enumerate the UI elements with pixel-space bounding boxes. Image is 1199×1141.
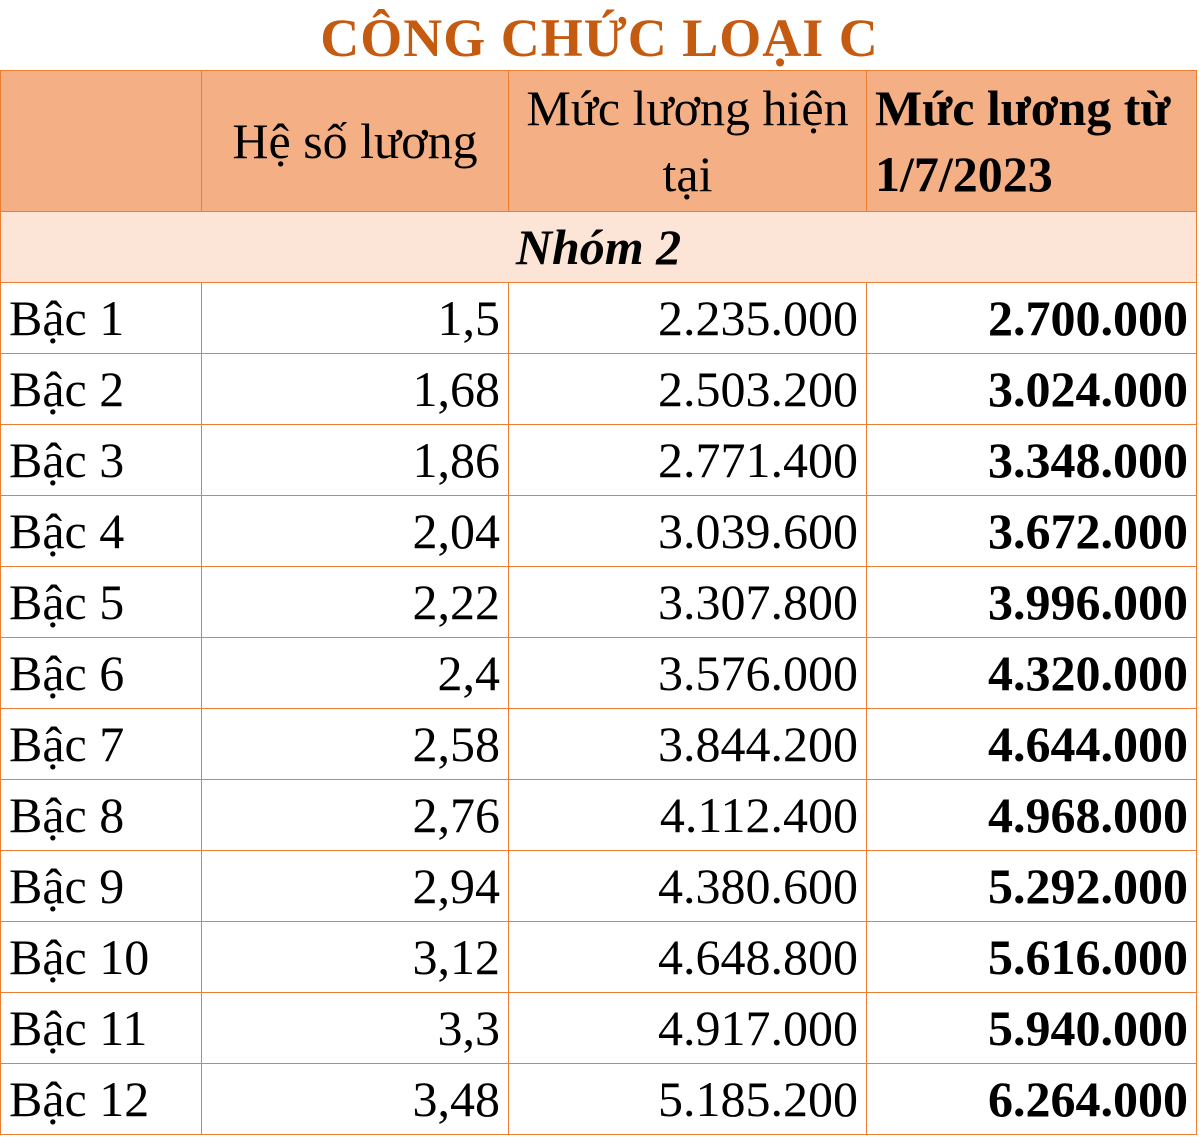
- new-salary-cell: 3.996.000: [866, 566, 1197, 638]
- table-row: Bậc 10 3,12 4.648.800 5.616.000: [0, 921, 1197, 993]
- new-salary-cell: 2.700.000: [866, 282, 1197, 354]
- table-row: Bậc 9 2,94 4.380.600 5.292.000: [0, 850, 1197, 922]
- new-salary-cell: 4.968.000: [866, 779, 1197, 851]
- level-cell: Bậc 12: [0, 1063, 202, 1135]
- level-cell: Bậc 8: [0, 779, 202, 851]
- header-new-salary: Mức lương từ 1/7/2023: [866, 70, 1197, 212]
- header-current-salary: Mức lương hiện tại: [508, 70, 867, 212]
- current-salary-cell: 2.235.000: [508, 282, 867, 354]
- current-salary-cell: 2.771.400: [508, 424, 867, 496]
- level-cell: Bậc 9: [0, 850, 202, 922]
- header-row: Hệ số lương Mức lương hiện tại Mức lương…: [0, 70, 1197, 212]
- group-label: Nhóm 2: [0, 211, 1197, 283]
- coefficient-cell: 3,3: [201, 992, 509, 1064]
- coefficient-cell: 1,5: [201, 282, 509, 354]
- header-coefficient: Hệ số lương: [201, 70, 509, 212]
- coefficient-cell: 2,04: [201, 495, 509, 567]
- group-row: Nhóm 2: [0, 211, 1197, 283]
- table-row: Bậc 2 1,68 2.503.200 3.024.000: [0, 353, 1197, 425]
- new-salary-cell: 4.644.000: [866, 708, 1197, 780]
- level-cell: Bậc 10: [0, 921, 202, 993]
- level-cell: Bậc 11: [0, 992, 202, 1064]
- current-salary-cell: 3.844.200: [508, 708, 867, 780]
- table-row: Bậc 7 2,58 3.844.200 4.644.000: [0, 708, 1197, 780]
- new-salary-cell: 4.320.000: [866, 637, 1197, 709]
- level-cell: Bậc 2: [0, 353, 202, 425]
- level-cell: Bậc 7: [0, 708, 202, 780]
- new-salary-cell: 6.264.000: [866, 1063, 1197, 1135]
- new-salary-cell: 3.672.000: [866, 495, 1197, 567]
- new-salary-cell: 5.616.000: [866, 921, 1197, 993]
- coefficient-cell: 2,94: [201, 850, 509, 922]
- level-cell: Bậc 3: [0, 424, 202, 496]
- new-salary-cell: 3.348.000: [866, 424, 1197, 496]
- header-level: [0, 70, 202, 212]
- table-row: Bậc 4 2,04 3.039.600 3.672.000: [0, 495, 1197, 567]
- current-salary-cell: 5.185.200: [508, 1063, 867, 1135]
- level-cell: Bậc 4: [0, 495, 202, 567]
- new-salary-cell: 5.292.000: [866, 850, 1197, 922]
- coefficient-cell: 1,86: [201, 424, 509, 496]
- table-row: Bậc 1 1,5 2.235.000 2.700.000: [0, 282, 1197, 354]
- current-salary-cell: 4.648.800: [508, 921, 867, 993]
- salary-table: Hệ số lương Mức lương hiện tại Mức lương…: [0, 70, 1197, 1135]
- coefficient-cell: 3,12: [201, 921, 509, 993]
- table-row: Bậc 3 1,86 2.771.400 3.348.000: [0, 424, 1197, 496]
- table-row: Bậc 8 2,76 4.112.400 4.968.000: [0, 779, 1197, 851]
- table-title: CÔNG CHỨC LOẠI C: [320, 8, 879, 68]
- current-salary-cell: 3.039.600: [508, 495, 867, 567]
- table-row: Bậc 12 3,48 5.185.200 6.264.000: [0, 1063, 1197, 1135]
- level-cell: Bậc 6: [0, 637, 202, 709]
- new-salary-cell: 3.024.000: [866, 353, 1197, 425]
- coefficient-cell: 2,58: [201, 708, 509, 780]
- level-cell: Bậc 1: [0, 282, 202, 354]
- table-row: Bậc 5 2,22 3.307.800 3.996.000: [0, 566, 1197, 638]
- coefficient-cell: 2,22: [201, 566, 509, 638]
- coefficient-cell: 3,48: [201, 1063, 509, 1135]
- coefficient-cell: 2,76: [201, 779, 509, 851]
- new-salary-cell: 5.940.000: [866, 992, 1197, 1064]
- table-row: Bậc 11 3,3 4.917.000 5.940.000: [0, 992, 1197, 1064]
- current-salary-cell: 2.503.200: [508, 353, 867, 425]
- level-cell: Bậc 5: [0, 566, 202, 638]
- current-salary-cell: 3.307.800: [508, 566, 867, 638]
- table-row: Bậc 6 2,4 3.576.000 4.320.000: [0, 637, 1197, 709]
- coefficient-cell: 1,68: [201, 353, 509, 425]
- current-salary-cell: 4.917.000: [508, 992, 867, 1064]
- current-salary-cell: 4.112.400: [508, 779, 867, 851]
- current-salary-cell: 3.576.000: [508, 637, 867, 709]
- current-salary-cell: 4.380.600: [508, 850, 867, 922]
- coefficient-cell: 2,4: [201, 637, 509, 709]
